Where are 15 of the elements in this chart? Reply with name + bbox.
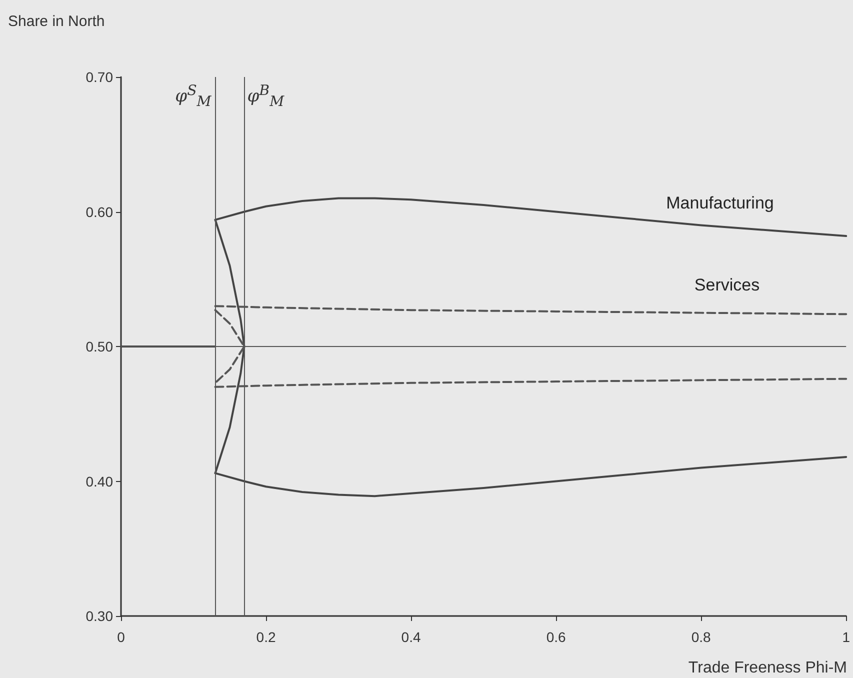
- x-tick-label: 0.4: [401, 629, 421, 645]
- x-axis-title: Trade Freeness Phi-M: [688, 660, 848, 676]
- annotation: Manufacturing: [666, 194, 774, 212]
- y-tick-label: 0.40: [86, 473, 114, 490]
- x-tick-label: 0.8: [691, 629, 712, 645]
- y-tick-label: 0.60: [86, 204, 114, 220]
- y-tick-label: 0.70: [86, 69, 114, 85]
- x-tick-label: 0: [117, 629, 126, 645]
- x-tick-label: 0.2: [256, 629, 276, 645]
- annotation: Services: [694, 276, 760, 294]
- x-tick-label: 1: [842, 629, 850, 645]
- y-axis-title: Share in North: [8, 13, 105, 30]
- x-tick-label: 0.6: [546, 629, 566, 645]
- y-tick-label: 0.50: [86, 338, 114, 354]
- y-tick-label: 0.30: [86, 608, 114, 624]
